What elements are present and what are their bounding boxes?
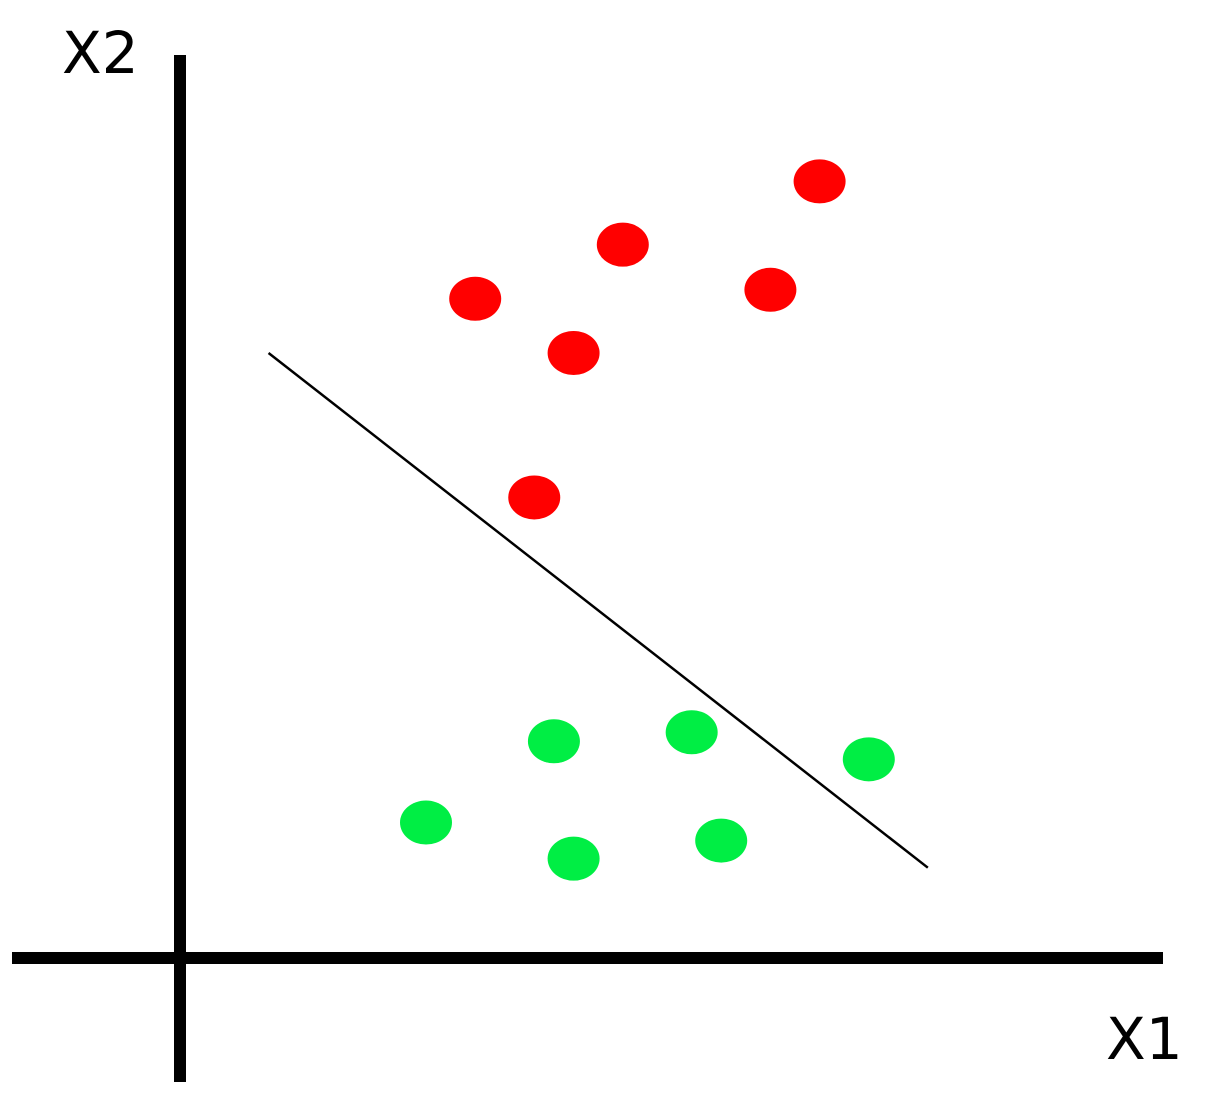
- red-class-point: [744, 267, 797, 312]
- decision-boundary-line: [267, 352, 929, 869]
- red-class-point: [793, 159, 846, 204]
- green-class-point: [695, 818, 748, 863]
- red-class-point: [596, 222, 649, 267]
- red-class-point: [508, 475, 561, 520]
- green-class-point: [665, 710, 718, 755]
- y-axis-label: X2: [62, 19, 139, 87]
- green-class-point: [400, 800, 452, 845]
- data-points: [400, 159, 895, 881]
- red-class-point: [449, 276, 502, 321]
- decision-boundary-layer: [267, 352, 929, 869]
- axes: [12, 55, 1163, 1082]
- green-class-point: [547, 836, 600, 881]
- green-class-point: [842, 737, 895, 782]
- green-class-point: [527, 719, 580, 764]
- red-class-point: [547, 330, 600, 375]
- x-axis-label: X1: [1106, 1005, 1183, 1073]
